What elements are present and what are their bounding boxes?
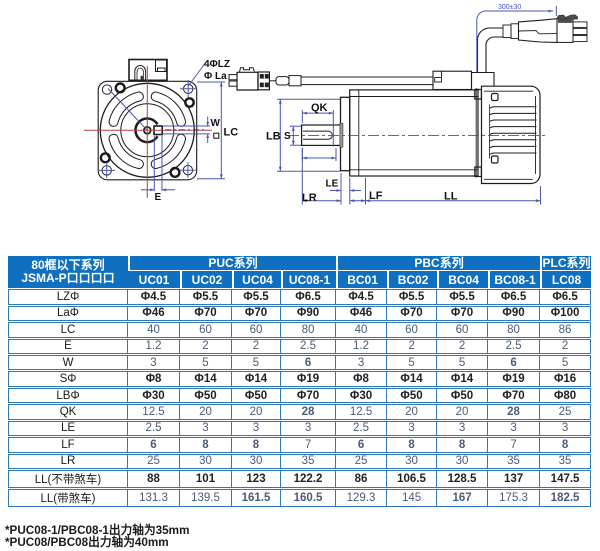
svg-text:QK: QK [311, 102, 328, 114]
svg-text:LE: LE [326, 179, 339, 190]
svg-text:E: E [155, 192, 162, 203]
svg-text:LB: LB [266, 131, 281, 143]
svg-text:S: S [284, 131, 291, 142]
svg-text:Φ La: Φ La [204, 71, 227, 82]
svg-text:LR: LR [302, 192, 317, 204]
svg-text:W: W [211, 118, 221, 129]
svg-text:4ΦLZ: 4ΦLZ [204, 59, 230, 70]
svg-text:300±30: 300±30 [498, 4, 521, 11]
svg-text:LC: LC [224, 127, 239, 139]
svg-text:LL: LL [444, 191, 458, 203]
svg-text:LF: LF [369, 190, 383, 202]
